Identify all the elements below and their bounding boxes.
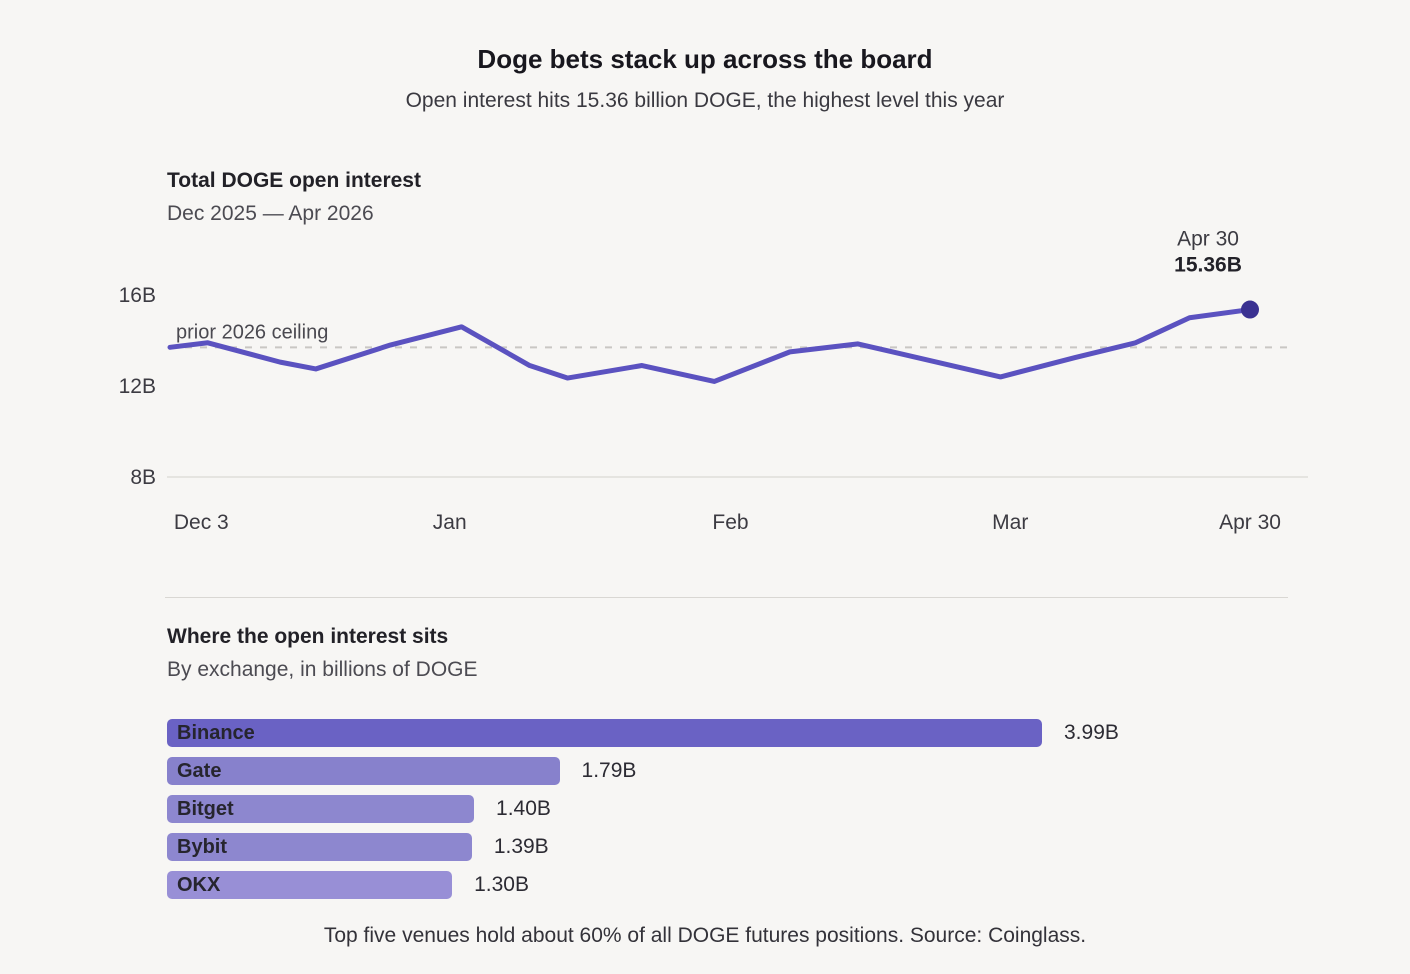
endpoint-annotation-date: Apr 30 bbox=[1177, 228, 1239, 251]
x-axis-label: Jan bbox=[433, 511, 467, 534]
bar-label: OKX bbox=[177, 873, 221, 896]
bar-value: 3.99B bbox=[1064, 721, 1119, 744]
bar-value: 1.39B bbox=[493, 835, 549, 858]
y-axis-label: 16B bbox=[119, 284, 156, 307]
bar-row: Bybit 1.39B bbox=[167, 833, 1119, 861]
bar-row: Bitget 1.40B bbox=[167, 795, 1119, 823]
bar-label: Binance bbox=[177, 721, 255, 744]
bar-chart-subheading: By exchange, in billions of DOGE bbox=[167, 658, 478, 681]
page-subtitle: Open interest hits 15.36 billion DOGE, t… bbox=[405, 89, 1005, 112]
x-axis-label: Dec 3 bbox=[174, 511, 229, 534]
y-axis-label: 8B bbox=[130, 466, 156, 489]
line-series bbox=[167, 307, 1253, 384]
bar: Gate bbox=[167, 757, 560, 785]
x-axis-label: Apr 30 bbox=[1219, 511, 1281, 534]
bar-value: 1.40B bbox=[496, 797, 551, 820]
bar-label: Gate bbox=[177, 759, 222, 782]
line-chart-period: Dec 2025 — Apr 2026 bbox=[167, 202, 374, 225]
page-title: Doge bets stack up across the board bbox=[477, 44, 933, 74]
line-chart-heading: Total DOGE open interest bbox=[167, 169, 421, 192]
bar-row: Binance 3.99B bbox=[167, 719, 1119, 747]
bar-value: 1.79B bbox=[581, 759, 637, 782]
endpoint-dot bbox=[1241, 300, 1259, 319]
x-axis-label: Mar bbox=[992, 511, 1028, 534]
footer-note: Top five venues hold about 60% of all DO… bbox=[323, 924, 1087, 947]
bar-label: Bitget bbox=[177, 797, 234, 820]
bar-value: 1.30B bbox=[474, 873, 529, 896]
y-axis-label: 12B bbox=[119, 375, 156, 398]
bar-chart-heading: Where the open interest sits bbox=[167, 625, 449, 648]
bar: Bybit bbox=[167, 833, 472, 861]
bar: Binance bbox=[167, 719, 1042, 747]
bar: Bitget bbox=[167, 795, 475, 823]
bar-row: Gate 1.79B bbox=[167, 757, 1119, 785]
bar-row: OKX 1.30B bbox=[167, 871, 1119, 899]
endpoint-annotation-value: 15.36B bbox=[1174, 254, 1242, 277]
x-axis-label: Feb bbox=[712, 511, 748, 534]
ceiling-label: prior 2026 ceiling bbox=[176, 321, 328, 343]
bar: OKX bbox=[167, 871, 453, 899]
bar-chart: Binance 3.99B Gate 1.79B Bitget 1.40B Bybit 1.3… bbox=[167, 719, 1119, 909]
bar-label: Bybit bbox=[177, 835, 227, 858]
section-divider bbox=[165, 597, 1288, 598]
